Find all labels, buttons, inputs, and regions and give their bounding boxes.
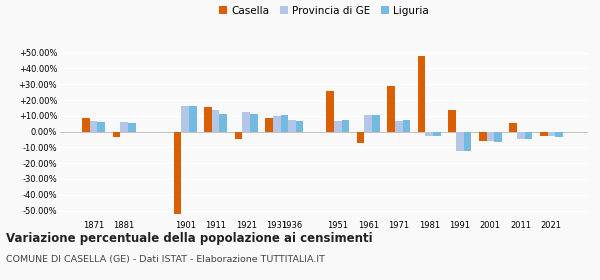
Bar <box>372 115 380 132</box>
Bar <box>235 132 242 139</box>
Bar <box>281 115 288 132</box>
Bar <box>120 122 128 132</box>
Bar <box>113 132 120 137</box>
Text: COMUNE DI CASELLA (GE) - Dati ISTAT - Elaborazione TUTTITALIA.IT: COMUNE DI CASELLA (GE) - Dati ISTAT - El… <box>6 255 325 264</box>
Bar <box>288 120 296 132</box>
Bar <box>204 107 212 132</box>
Bar <box>97 122 105 132</box>
Bar <box>388 86 395 132</box>
Bar <box>242 112 250 132</box>
Bar <box>487 132 494 141</box>
Bar <box>173 132 181 214</box>
Bar <box>296 121 304 132</box>
Bar <box>364 115 372 132</box>
Bar <box>494 132 502 142</box>
Bar <box>281 125 288 132</box>
Bar <box>509 123 517 132</box>
Bar <box>524 132 532 139</box>
Bar <box>334 121 341 132</box>
Bar <box>181 106 189 132</box>
Bar <box>418 56 425 132</box>
Bar <box>456 132 464 151</box>
Bar <box>128 123 136 132</box>
Bar <box>250 114 257 132</box>
Bar <box>395 121 403 132</box>
Bar <box>517 132 524 139</box>
Bar <box>548 132 555 136</box>
Bar <box>425 132 433 136</box>
Bar <box>273 116 281 132</box>
Bar <box>326 90 334 132</box>
Bar <box>464 132 471 151</box>
Bar <box>82 118 90 132</box>
Bar <box>212 109 220 132</box>
Bar <box>540 132 548 136</box>
Bar <box>479 132 487 141</box>
Bar <box>265 118 273 132</box>
Bar <box>448 110 456 132</box>
Bar <box>90 121 97 132</box>
Bar <box>341 120 349 132</box>
Bar <box>555 132 563 137</box>
Bar <box>357 132 364 143</box>
Bar <box>189 106 197 132</box>
Bar <box>220 114 227 132</box>
Text: Variazione percentuale della popolazione ai censimenti: Variazione percentuale della popolazione… <box>6 232 373 245</box>
Bar <box>403 120 410 132</box>
Legend: Casella, Provincia di GE, Liguria: Casella, Provincia di GE, Liguria <box>215 1 433 20</box>
Bar <box>433 132 441 136</box>
